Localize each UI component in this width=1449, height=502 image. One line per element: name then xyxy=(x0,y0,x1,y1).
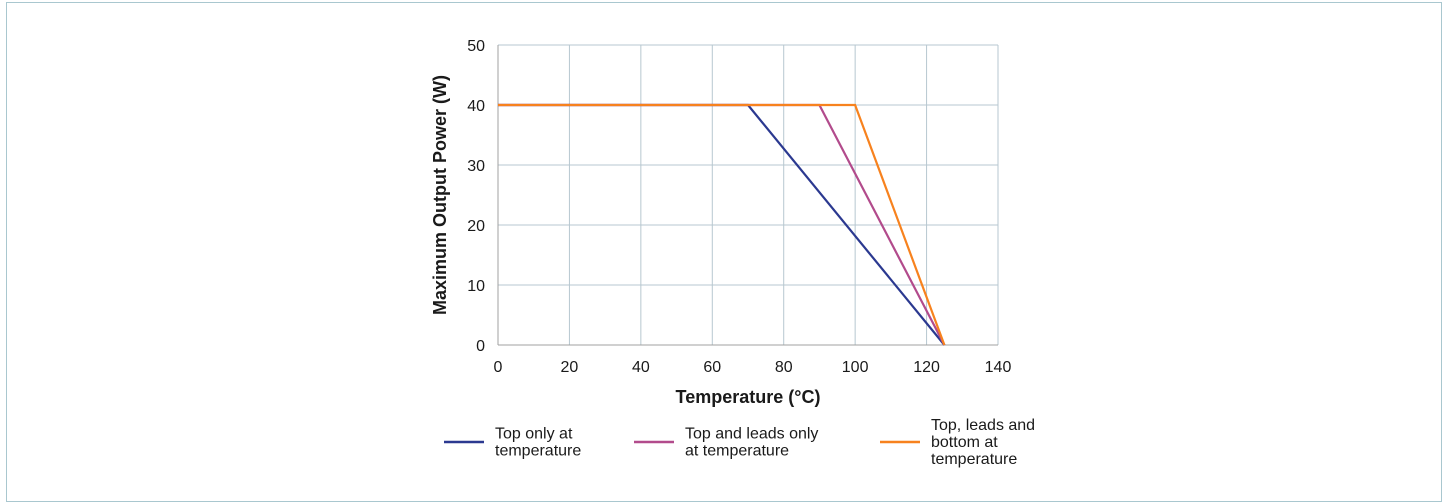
y-tick-label: 20 xyxy=(467,218,485,235)
x-tick-label: 40 xyxy=(632,359,650,376)
legend-label-3: bottom at xyxy=(931,434,998,451)
series-lines xyxy=(498,103,946,346)
y-tick-label: 10 xyxy=(467,278,485,295)
y-tick-label: 50 xyxy=(467,38,485,55)
chart-frame xyxy=(6,2,1442,502)
legend-label-2: Top and leads only xyxy=(685,426,818,443)
legend-label-3: Top, leads and xyxy=(931,417,1035,434)
y-axis-title: Maximum Output Power (W) xyxy=(430,75,450,315)
x-axis-title: Temperature (°C) xyxy=(676,387,821,407)
series-line-3 xyxy=(498,103,946,346)
legend-label-1: Top only at xyxy=(495,426,573,443)
x-axis-ticks: 0 20 40 60 80 100 120 140 xyxy=(494,359,1012,376)
legend-label-2: at temperature xyxy=(685,443,789,460)
y-tick-label: 40 xyxy=(467,98,485,115)
legend-label-3: temperature xyxy=(931,451,1017,468)
y-tick-label: 0 xyxy=(476,338,485,355)
line-chart: 0 10 20 30 40 50 0 20 40 60 80 100 120 140 Temperatu… xyxy=(430,38,1035,468)
x-tick-label: 100 xyxy=(842,359,869,376)
y-axis-ticks: 0 10 20 30 40 50 xyxy=(467,38,485,355)
x-tick-label: 80 xyxy=(775,359,793,376)
x-tick-label: 0 xyxy=(494,359,503,376)
x-tick-label: 60 xyxy=(703,359,721,376)
x-tick-label: 120 xyxy=(913,359,940,376)
x-tick-label: 140 xyxy=(985,359,1012,376)
x-tick-label: 20 xyxy=(561,359,579,376)
legend-label-1: temperature xyxy=(495,443,581,460)
y-tick-label: 30 xyxy=(467,158,485,175)
grid xyxy=(497,44,999,346)
